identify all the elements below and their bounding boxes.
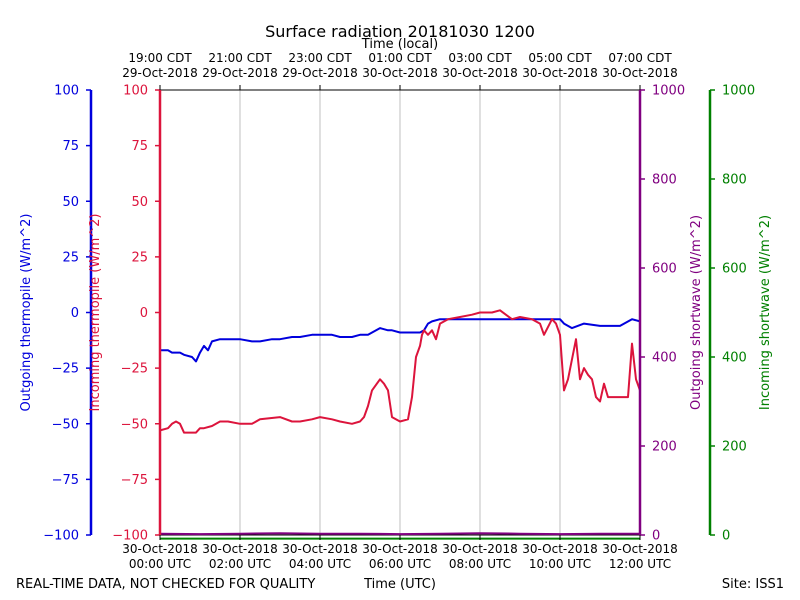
x-tick-label-time: 12:00 UTC (609, 557, 671, 571)
incoming-thermopile-axis-tick-label: 0 (140, 306, 148, 321)
outgoing-thermopile-axis-tick-label: −25 (52, 362, 79, 377)
x-tick-label-date: 30-Oct-2018 (122, 542, 198, 556)
axes-group: 100 75 50 25 0 −25 −50 −75 −100 Outgoing thermopi… (19, 84, 773, 544)
incoming-thermopile-axis-tick-label: −75 (121, 473, 148, 488)
x-tick-label-time: 02:00 UTC (209, 557, 271, 571)
x-tick-label-date: 30-Oct-2018 (282, 542, 358, 556)
incoming-thermopile-line (159, 309, 641, 434)
top-tick-label-time: 03:00 CDT (448, 51, 512, 65)
top-axis-label: Time (local) (361, 37, 438, 52)
top-tick-label-time: 21:00 CDT (208, 51, 272, 65)
top-tick-label-time: 01:00 CDT (368, 51, 432, 65)
x-tick-label-time: 10:00 UTC (529, 557, 591, 571)
outgoing-thermopile-axis-tick-label: 0 (71, 306, 79, 321)
incoming-shortwave-axis-tick-label: 800 (722, 173, 747, 188)
outgoing-thermopile-axis-label: Outgoing thermopile (W/m^2) (19, 214, 34, 412)
outgoing-shortwave-axis-tick-label: 600 (652, 262, 677, 277)
quality-note: REAL-TIME DATA, NOT CHECKED FOR QUALITY (16, 577, 315, 592)
outgoing-thermopile-axis-tick-label: 50 (62, 195, 79, 210)
top-tick-label-date: 30-Oct-2018 (362, 66, 438, 80)
incoming-shortwave-axis-label: Incoming shortwave (W/m^2) (758, 215, 773, 410)
x-tick-label-date: 30-Oct-2018 (442, 542, 518, 556)
incoming-shortwave-axis-tick-label: 1000 (722, 84, 755, 99)
outgoing-shortwave-axis-tick-label: 400 (652, 351, 677, 366)
incoming-shortwave-axis-tick-label: 400 (722, 351, 747, 366)
outgoing-thermopile-axis-tick-label: 100 (54, 84, 79, 99)
top-tick-label-time: 07:00 CDT (608, 51, 672, 65)
top-tick-label-date: 30-Oct-2018 (442, 66, 518, 80)
x-tick-label-date: 30-Oct-2018 (362, 542, 438, 556)
outgoing-shortwave-line (159, 532, 640, 536)
outgoing-shortwave-axis-tick-label: 1000 (652, 84, 685, 99)
x-tick-label-time: 08:00 UTC (449, 557, 511, 571)
incoming-thermopile-axis-tick-label: 25 (131, 250, 148, 265)
top-tick-label-date: 29-Oct-2018 (202, 66, 278, 80)
incoming-thermopile-axis-tick-label: −100 (112, 529, 148, 544)
top-tick-label-date: 29-Oct-2018 (282, 66, 358, 80)
x-tick-label-time: 04:00 UTC (289, 557, 351, 571)
chart-title: Surface radiation 20181030 1200 (265, 22, 535, 41)
outgoing-thermopile-axis-tick-label: −50 (52, 417, 79, 432)
incoming-shortwave-axis-tick-label: 200 (722, 440, 747, 455)
incoming-thermopile-axis-tick-label: 100 (123, 84, 148, 99)
x-tick-label-time: 06:00 UTC (369, 557, 431, 571)
incoming-thermopile-axis-label: Incoming thermopile (W/m^2) (88, 214, 103, 412)
x-tick-label-date: 30-Oct-2018 (522, 542, 598, 556)
outgoing-thermopile-axis-tick-label: 25 (62, 250, 79, 265)
x-tick-label-time: 00:00 UTC (129, 557, 191, 571)
outgoing-shortwave-axis-tick-label: 0 (652, 529, 660, 544)
outgoing-thermopile-axis-tick-label: −100 (43, 529, 79, 544)
top-tick-label-time: 23:00 CDT (288, 51, 352, 65)
outgoing-thermopile-axis-tick-label: −75 (52, 473, 79, 488)
outgoing-shortwave-axis-tick-label: 800 (652, 173, 677, 188)
outgoing-shortwave-axis-tick-label: 200 (652, 440, 677, 455)
site-label: Site: ISS1 (722, 577, 784, 592)
top-tick-label-time: 05:00 CDT (528, 51, 592, 65)
incoming-thermopile-axis-tick-label: 50 (131, 195, 148, 210)
incoming-thermopile-axis-tick-label: −50 (121, 417, 148, 432)
incoming-thermopile-axis-tick-label: 75 (131, 139, 148, 154)
outgoing-thermopile-line (160, 318, 641, 363)
outgoing-shortwave-axis-label: Outgoing shortwave (W/m^2) (689, 215, 704, 410)
top-tick-label-date: 30-Oct-2018 (602, 66, 678, 80)
grid-lines (239, 90, 561, 535)
x-tick-label-date: 30-Oct-2018 (202, 542, 278, 556)
incoming-shortwave-axis-tick-label: 600 (722, 262, 747, 277)
incoming-thermopile-axis-tick-label: −25 (121, 362, 148, 377)
bottom-axis-label: Time (UTC) (363, 577, 436, 592)
outgoing-thermopile-axis-tick-label: 75 (62, 139, 79, 154)
x-tick-label-date: 30-Oct-2018 (602, 542, 678, 556)
top-tick-label-time: 19:00 CDT (128, 51, 192, 65)
incoming-shortwave-axis-tick-label: 0 (722, 529, 730, 544)
top-tick-label-date: 30-Oct-2018 (522, 66, 598, 80)
top-tick-label-date: 29-Oct-2018 (122, 66, 198, 80)
